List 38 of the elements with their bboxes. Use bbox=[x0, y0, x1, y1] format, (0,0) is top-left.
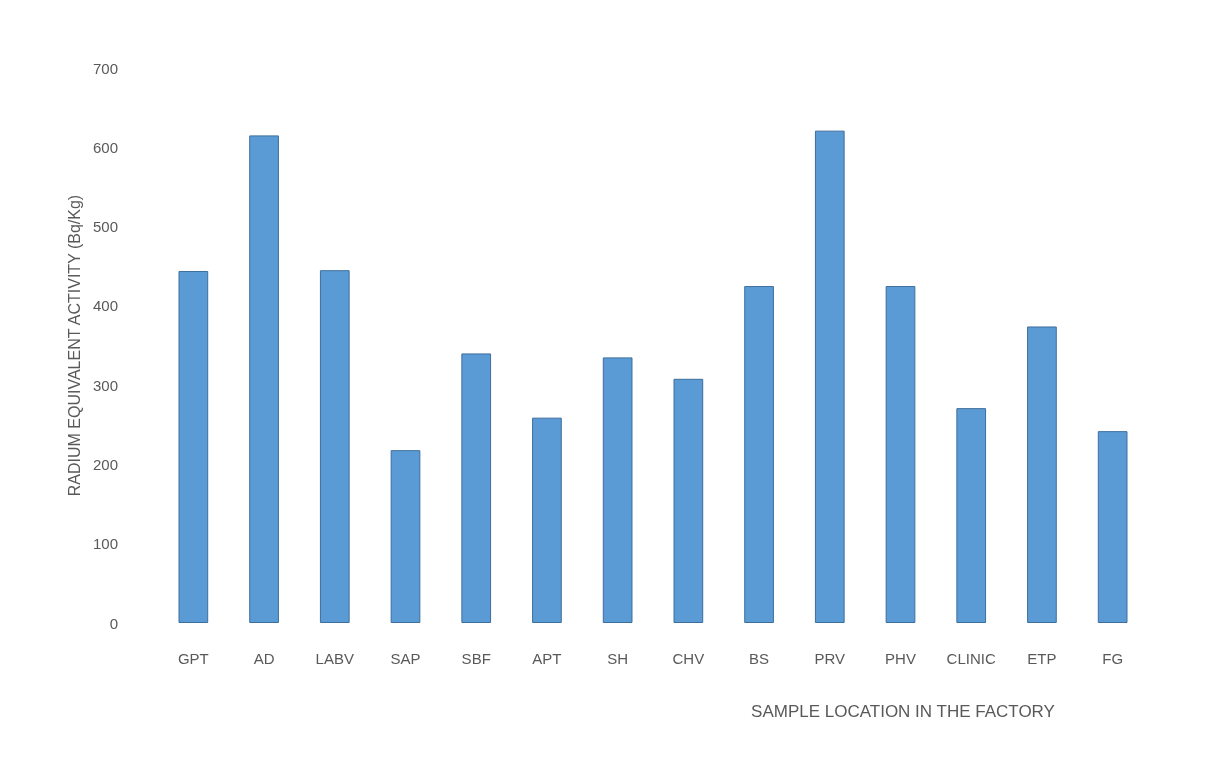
bar bbox=[1027, 326, 1057, 623]
x-tick-label: GPT bbox=[177, 650, 209, 667]
x-tick-label: SBF bbox=[461, 650, 491, 667]
x-tick-label: FG bbox=[1102, 650, 1124, 667]
bar bbox=[673, 378, 704, 623]
x-axis-title: SAMPLE LOCATION IN THE FACTORY bbox=[751, 702, 1055, 721]
y-tick-label: 500 bbox=[92, 218, 118, 236]
x-tick-label: CHV bbox=[672, 650, 705, 667]
bar bbox=[1097, 431, 1128, 623]
x-tick-label: SH bbox=[607, 650, 629, 667]
bar bbox=[956, 408, 987, 623]
x-tick-label: APT bbox=[532, 650, 562, 667]
y-tick-label: 200 bbox=[92, 455, 118, 473]
y-axis-title: RADIUM EQUIVALENT ACTIVITY (Bq/Kg) bbox=[65, 194, 83, 497]
bar bbox=[532, 417, 562, 623]
bar bbox=[319, 270, 350, 623]
y-tick-label: 400 bbox=[92, 297, 118, 315]
x-tick-label: SAP bbox=[390, 650, 421, 667]
bar bbox=[178, 270, 209, 623]
y-tick-label: 600 bbox=[92, 138, 118, 156]
y-tick-label: 300 bbox=[92, 376, 118, 394]
x-tick-label: AD bbox=[253, 650, 275, 667]
bar bbox=[814, 130, 845, 623]
x-tick-label: PRV bbox=[814, 650, 846, 667]
y-tick-label: 700 bbox=[92, 59, 118, 77]
x-tick-label: BS bbox=[749, 650, 770, 667]
bar bbox=[461, 353, 492, 623]
x-tick-label: LABV bbox=[315, 650, 354, 667]
y-tick-label: 100 bbox=[92, 535, 118, 553]
bar bbox=[390, 450, 421, 623]
x-tick-label: CLINIC bbox=[946, 650, 996, 667]
bar bbox=[249, 135, 279, 623]
y-tick-label: 0 bbox=[109, 614, 118, 632]
bar bbox=[744, 286, 774, 623]
bar bbox=[885, 286, 916, 623]
x-tick-label: PHV bbox=[885, 650, 916, 667]
x-tick-label: ETP bbox=[1027, 650, 1057, 667]
bar bbox=[602, 357, 633, 623]
